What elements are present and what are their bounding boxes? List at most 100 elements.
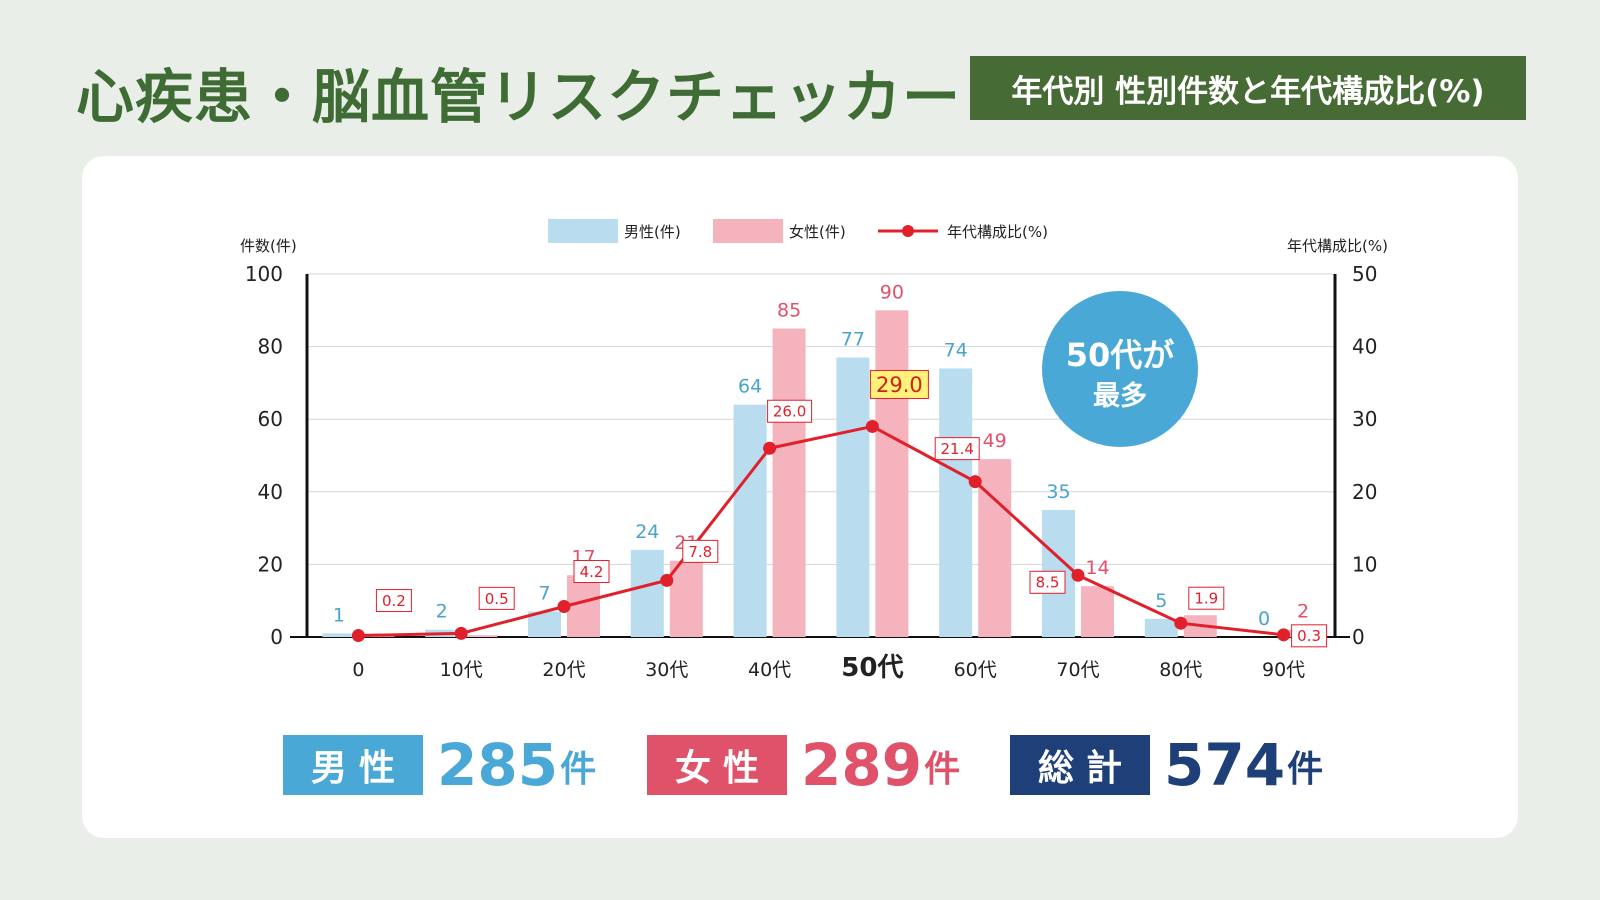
female-value-label: 2 (1297, 601, 1309, 623)
ratio-line (358, 424, 1284, 638)
male-bar (630, 549, 664, 637)
ratio-point (351, 629, 365, 643)
ratio-callout-box (1029, 570, 1066, 594)
male-bar (322, 633, 356, 637)
male-total-value: 285 (437, 731, 559, 799)
ratio-point (968, 475, 982, 489)
y-tick-label: 40 (258, 480, 283, 504)
x-tick-label: 10代 (440, 659, 483, 681)
ratio-value-label: 21.4 (940, 440, 973, 458)
badge-line2: 最多 (1093, 381, 1147, 412)
x-tick-label: 0 (352, 659, 364, 681)
female-bar (875, 310, 909, 637)
legend-swatch-female (713, 219, 783, 243)
x-tick-label: 20代 (542, 659, 585, 681)
ratio-callout-box (375, 589, 412, 613)
female-bar (669, 560, 703, 637)
male-value-label: 74 (944, 339, 968, 361)
ratio-value-label: 7.8 (688, 543, 712, 561)
female-bar (772, 328, 806, 637)
female-value-label: 14 (1085, 557, 1109, 579)
chart-subtitle-banner: 年代別 性別件数と年代構成比(%) (970, 56, 1526, 120)
male-bar (836, 357, 870, 637)
male-bar (939, 368, 973, 637)
x-tick-label: 70代 (1056, 659, 1099, 681)
ratio-callout-box (767, 399, 813, 423)
y-axis-title: 件数(件) (240, 237, 297, 255)
female-total-label: 女性 (647, 735, 787, 795)
ratio-value-label: 8.5 (1036, 574, 1060, 592)
x-tick-label: 60代 (954, 659, 997, 681)
ratio-point (763, 441, 777, 455)
x-tick-label: 40代 (748, 659, 791, 681)
y2-tick-label: 20 (1352, 480, 1377, 504)
ratio-point (557, 600, 571, 614)
ratio-point (1277, 628, 1291, 642)
male-value-label: 77 (841, 328, 865, 350)
ratio-point (454, 626, 468, 640)
ratio-point (1071, 568, 1085, 582)
ratio-point (660, 573, 674, 587)
y-tick-label: 80 (258, 335, 283, 359)
ratio-callout-box (1188, 586, 1225, 610)
y2-tick-label: 10 (1352, 552, 1377, 576)
ratio-callout-box (934, 437, 980, 461)
x-tick-label: 80代 (1159, 659, 1202, 681)
legend-marker-ratio (902, 225, 914, 237)
y2-axis-title: 年代構成比(%) (1287, 237, 1388, 255)
ratio-value-label: 26.0 (773, 403, 806, 421)
ratio-value-label: 4.2 (580, 563, 604, 581)
grand-total-unit: 件 (1287, 749, 1324, 790)
male-value-label: 5 (1155, 590, 1167, 612)
ratio-value-label: 1.9 (1194, 590, 1218, 608)
female-value-label: 90 (880, 281, 904, 303)
ratio-callout-box (573, 560, 610, 584)
male-value-label: 2 (436, 601, 448, 623)
page-title: 心疾患・脳血管リスクチェッカー (76, 63, 962, 131)
legend-label-female: 女性(件) (789, 223, 846, 241)
male-value-label: 35 (1046, 481, 1070, 503)
male-total-unit: 件 (560, 749, 597, 790)
ratio-value-label: 0.5 (485, 590, 509, 608)
y2-tick-label: 50 (1352, 262, 1377, 286)
y2-tick-label: 40 (1352, 335, 1377, 359)
legend-label-male: 男性(件) (624, 223, 681, 241)
y2-tick-label: 30 (1352, 407, 1377, 431)
ratio-callout-box (478, 586, 515, 610)
ratio-value-label: 29.0 (876, 373, 923, 397)
male-bar (1144, 618, 1178, 637)
female-bar (978, 459, 1012, 637)
highlight-badge (1042, 291, 1198, 447)
male-value-label: 7 (538, 583, 550, 605)
male-value-label: 0 (1258, 608, 1270, 630)
legend-swatch-male (548, 219, 618, 243)
ratio-callout-box (682, 539, 719, 563)
y-tick-label: 20 (258, 552, 283, 576)
ratio-callout-box (1291, 624, 1328, 648)
y2-tick-label: 0 (1352, 625, 1365, 649)
grand-total-value: 574 (1164, 731, 1286, 799)
x-tick-label: 90代 (1262, 659, 1305, 681)
female-bar (361, 636, 395, 637)
legend-label-ratio: 年代構成比(%) (947, 223, 1048, 241)
ratio-callout-box (869, 369, 929, 399)
male-bar (733, 404, 767, 637)
x-tick-label: 50代 (841, 653, 903, 683)
ratio-point (1174, 616, 1188, 630)
female-total-value: 289 (801, 731, 923, 799)
female-total: 女性 289 件 (647, 734, 960, 796)
grand-total: 総計 574 件 (1010, 734, 1323, 796)
ratio-value-label: 0.3 (1297, 627, 1321, 645)
y-tick-label: 0 (270, 625, 283, 649)
y-tick-label: 60 (258, 407, 283, 431)
male-value-label: 64 (738, 376, 762, 398)
ratio-value-label: 0.2 (382, 592, 406, 610)
female-bar (567, 575, 600, 637)
grand-total-label: 総計 (1010, 735, 1150, 795)
female-total-unit: 件 (924, 749, 961, 790)
male-value-label: 1 (333, 604, 345, 626)
male-total: 男性 285 件 (283, 734, 596, 796)
male-value-label: 24 (635, 521, 659, 543)
female-value-label: 85 (777, 299, 801, 321)
